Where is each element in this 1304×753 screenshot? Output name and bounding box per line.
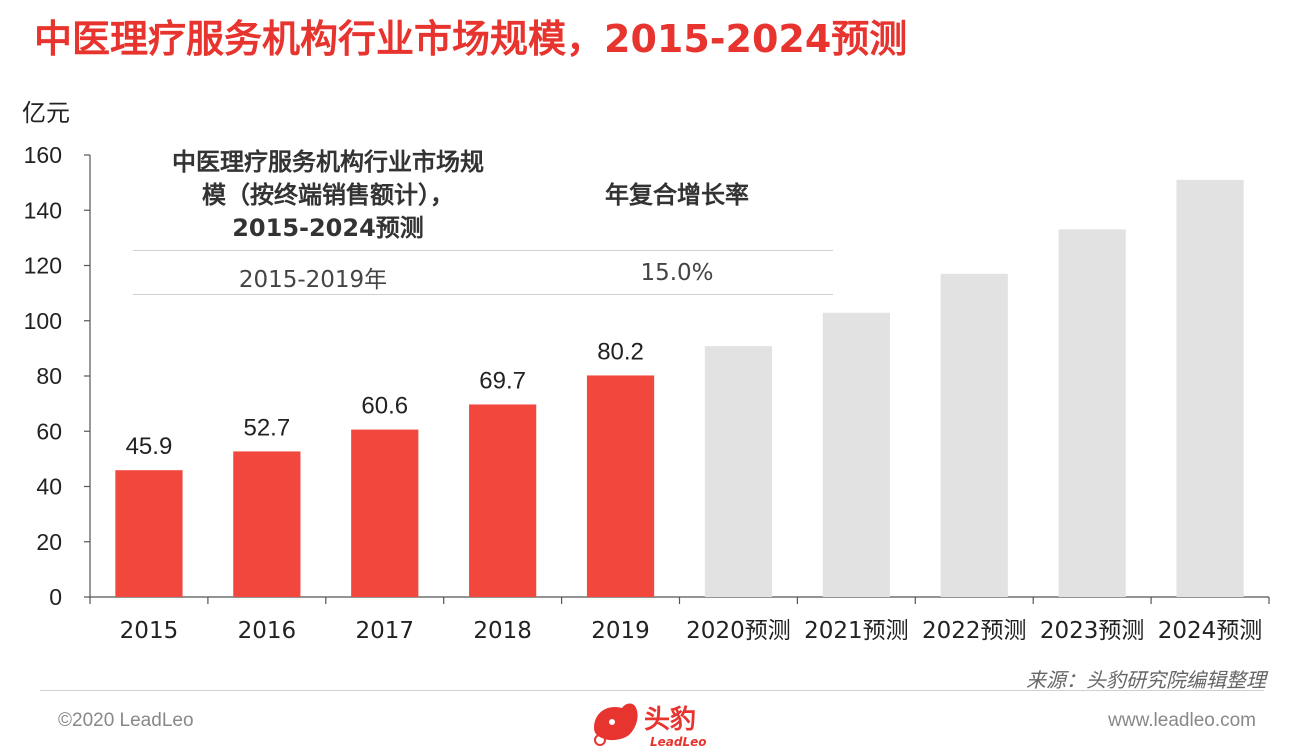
data-label: 60.6 [361,393,408,420]
data-label: 69.7 [479,367,526,394]
x-tick-label: 2016 [238,618,297,644]
x-tick-label: 2022预测 [922,618,1027,644]
y-tick-label: 100 [24,308,62,334]
copyright-text: ©2020 LeadLeo [58,710,194,731]
x-tick-label: 2015 [120,618,179,644]
info-table-header-cagr: 年复合增长率 [605,181,749,209]
actual-bar [351,429,419,597]
source-note: 来源：头豹研究院编辑整理 [1026,668,1266,692]
page-title: 中医理疗服务机构行业市场规模，2015-2024预测 [34,17,908,61]
actual-bar [233,451,301,597]
x-tick-label: 2018 [473,618,532,644]
x-axis: 2015 2016 2017 2018 2019 2020预测 2021预测 2022预测 20… [89,596,1270,644]
y-tick-label: 140 [24,197,62,223]
x-tick-label: 2021预测 [804,618,909,644]
y-tick-label: 80 [36,363,62,389]
x-tick-label: 2019 [591,618,650,644]
bars-group [115,179,1244,598]
data-label: 45.9 [126,433,173,460]
actual-bar [586,375,655,597]
info-header-line: 模（按终端销售额计）， [202,181,454,209]
forecast-bar [1058,229,1126,597]
forecast-bar [822,312,890,597]
y-tick-label: 60 [36,418,62,444]
website-url: www.leadleo.com [1108,710,1256,731]
leadleo-logo: 头豹 LeadLeo [594,703,707,749]
leopard-head-icon [594,703,638,746]
logo-subtext: LeadLeo [650,735,707,749]
x-tick-label: 2017 [355,618,414,644]
actual-bar [469,404,537,597]
forecast-bar [940,273,1008,597]
y-tick-label: 0 [49,584,62,610]
x-tick-label: 2024预测 [1158,618,1263,644]
info-table-period: 2015-2019年 [238,267,388,293]
actual-bar [115,470,183,597]
y-tick-label: 20 [36,529,62,555]
info-header-line: 中医理疗服务机构行业市场规 [172,148,484,176]
y-axis: 0 20 40 60 80 100 120 140 160 [24,142,91,610]
logo-text: 头豹 [644,704,696,735]
data-label: 52.7 [243,414,290,441]
y-axis-unit-label: 亿元 [22,99,70,127]
x-tick-label: 2023预测 [1040,618,1145,644]
y-tick-label: 40 [36,474,62,500]
footer-divider [40,690,1264,691]
info-table-rule-top [133,250,833,251]
y-tick-label: 120 [24,253,62,279]
forecast-bar [704,346,773,597]
forecast-bar [1176,179,1244,598]
info-table-header-scale: 中医理疗服务机构行业市场规 模（按终端销售额计）， 2015-2024预测 [128,146,528,245]
data-label: 80.2 [597,338,644,365]
info-table-cagr-value: 15.0% [640,260,714,286]
y-tick-label: 160 [24,142,62,168]
info-table-rule-bottom [133,294,833,295]
info-header-line: 2015-2024预测 [232,214,424,242]
data-labels-group: 45.9 52.7 60.6 69.7 80.2 [126,338,644,460]
x-tick-label: 2020预测 [686,618,791,644]
